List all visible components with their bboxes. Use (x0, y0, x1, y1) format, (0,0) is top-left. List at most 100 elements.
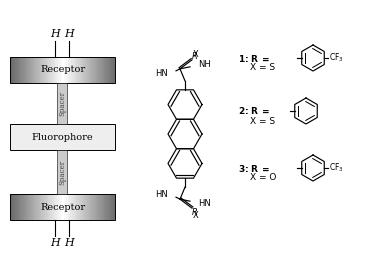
Bar (99, 194, 101, 220)
Bar (40, 194, 42, 220)
Text: X = S: X = S (250, 64, 275, 73)
Text: Receptor: Receptor (40, 203, 85, 211)
Bar (89, 57, 91, 83)
Bar (89, 194, 91, 220)
Bar (24, 57, 26, 83)
Text: R: R (192, 208, 198, 217)
Bar (36, 57, 38, 83)
Bar (91, 194, 93, 220)
Bar (87, 194, 89, 220)
Text: R: R (192, 52, 198, 61)
Bar (113, 57, 115, 83)
Bar (49, 57, 51, 83)
Bar (68, 194, 70, 220)
Bar (101, 57, 103, 83)
Bar (43, 194, 45, 220)
Bar (105, 57, 107, 83)
Text: H: H (65, 29, 74, 39)
Text: Receptor: Receptor (40, 65, 85, 75)
Text: H: H (51, 238, 60, 248)
Bar (106, 57, 108, 83)
Bar (101, 194, 103, 220)
Bar (10, 57, 12, 83)
Bar (42, 194, 44, 220)
Bar (12, 57, 14, 83)
Bar (98, 194, 100, 220)
Text: $\mathbf{1}$: R =: $\mathbf{1}$: R = (238, 53, 270, 64)
Bar (98, 57, 100, 83)
Bar (15, 194, 17, 220)
Bar (57, 194, 59, 220)
Bar (34, 194, 36, 220)
Bar (66, 57, 68, 83)
Bar (29, 194, 31, 220)
Text: NH: NH (198, 60, 211, 69)
Bar (73, 57, 75, 83)
Bar (50, 194, 52, 220)
Bar (22, 194, 24, 220)
Bar (94, 194, 96, 220)
Bar (108, 194, 110, 220)
Bar (69, 194, 72, 220)
Bar (33, 57, 35, 83)
Bar (26, 194, 28, 220)
Bar (40, 57, 42, 83)
Bar (61, 194, 63, 220)
Bar (64, 194, 66, 220)
Bar (36, 194, 38, 220)
Bar (83, 57, 85, 83)
Bar (13, 194, 16, 220)
Bar (85, 194, 87, 220)
Bar (75, 194, 77, 220)
Text: HN: HN (198, 199, 211, 208)
Bar (29, 57, 31, 83)
Bar (58, 150, 67, 194)
Text: HN: HN (155, 69, 168, 78)
Bar (111, 194, 114, 220)
Text: X = S: X = S (250, 117, 275, 125)
Bar (26, 57, 28, 83)
Bar (85, 57, 87, 83)
Bar (42, 57, 44, 83)
Text: HN: HN (155, 190, 168, 199)
Bar (73, 194, 75, 220)
Bar (57, 57, 59, 83)
Bar (110, 57, 112, 83)
Bar (31, 194, 33, 220)
Bar (34, 57, 36, 83)
Bar (108, 57, 110, 83)
Bar (56, 57, 58, 83)
Bar (64, 57, 66, 83)
Bar (27, 194, 29, 220)
Bar (62, 194, 65, 220)
Text: X: X (193, 50, 199, 59)
Bar (76, 194, 78, 220)
Text: H: H (51, 29, 60, 39)
Text: X: X (193, 211, 199, 220)
Bar (49, 194, 51, 220)
Bar (45, 57, 47, 83)
Bar (59, 194, 61, 220)
Bar (56, 194, 58, 220)
Bar (78, 57, 80, 83)
Bar (71, 57, 73, 83)
Bar (15, 57, 17, 83)
Bar (43, 57, 45, 83)
Bar (17, 57, 19, 83)
Bar (10, 57, 115, 83)
Bar (38, 57, 40, 83)
Bar (59, 57, 61, 83)
Text: H: H (65, 238, 74, 248)
Bar (71, 194, 73, 220)
Bar (99, 57, 101, 83)
Bar (38, 194, 40, 220)
Bar (80, 194, 82, 220)
Bar (94, 57, 96, 83)
Bar (31, 57, 33, 83)
Bar (87, 57, 89, 83)
Bar (61, 57, 63, 83)
Bar (54, 57, 56, 83)
Bar (69, 57, 72, 83)
Bar (12, 194, 14, 220)
Bar (78, 194, 80, 220)
